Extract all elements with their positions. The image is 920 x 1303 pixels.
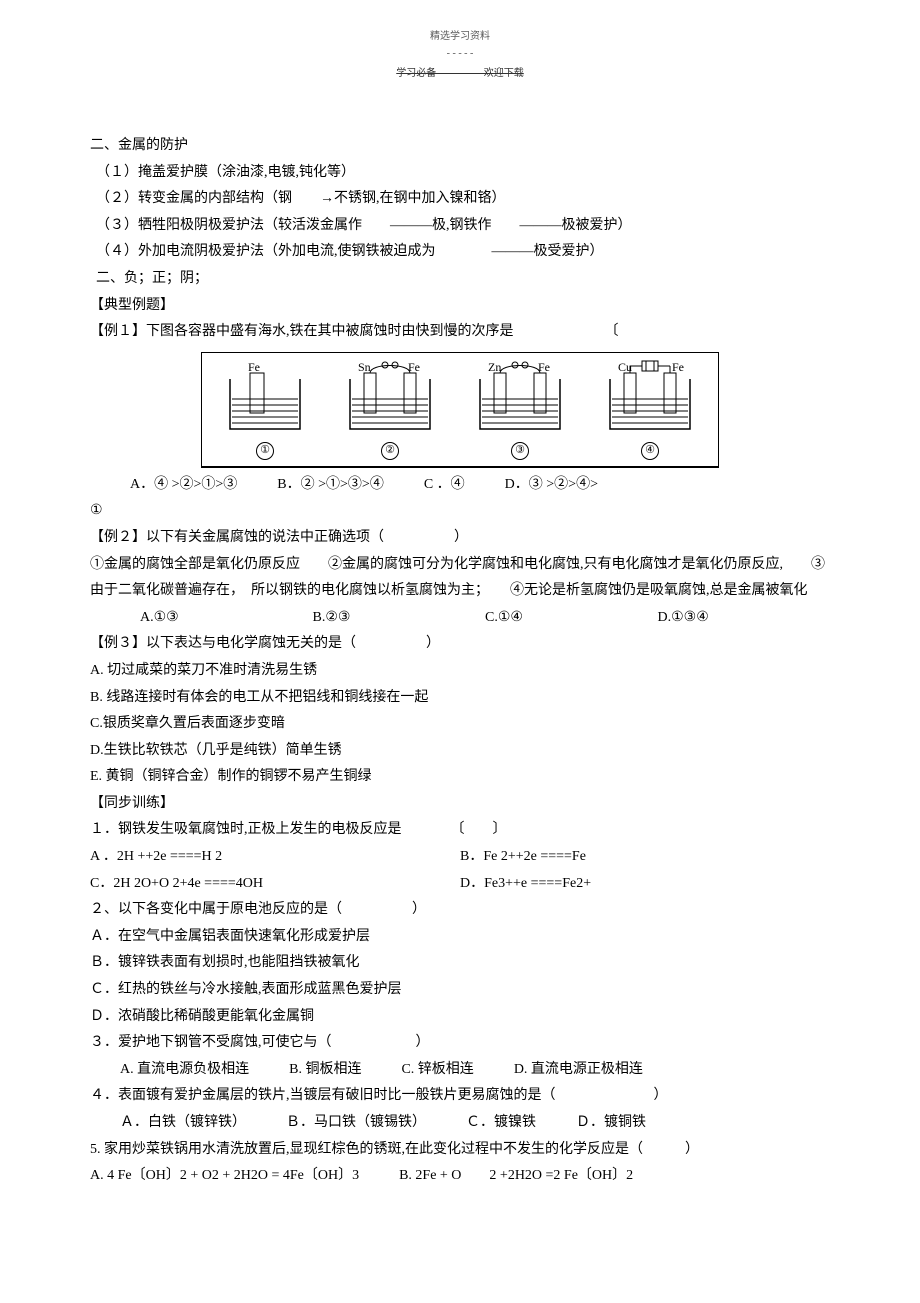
beaker-3: Zn Fe ③: [470, 359, 570, 460]
header-line2: - - - - -: [90, 47, 830, 60]
ex1-opt-a: A．④ >②>①>③: [130, 472, 237, 499]
q1-options: A ．2H ++2e ====H 2 B．Fe 2++2e ====Fe C．2…: [90, 844, 830, 897]
q4-stem: ４．表面镀有爱护金属层的铁片,当镀层有破旧时比一般铁片更易腐蚀的是（ ）: [90, 1083, 830, 1110]
ex1-opt-b: B．② >①>③>④: [277, 472, 384, 499]
ex1-tail: ①: [90, 498, 830, 525]
q4-opt-b: Ｂ．马口铁（镀锡铁）: [286, 1110, 426, 1137]
ex2-body: ①金属的腐蚀全部是氧化仍原反应 ②金属的腐蚀可分为化学腐蚀和电化腐蚀,只有电化腐…: [90, 552, 830, 605]
beaker-1: Fe ①: [220, 359, 310, 460]
ex2-opt-c: C.①④: [485, 605, 658, 632]
q4-options: Ａ．白铁（镀锌铁） Ｂ．马口铁（镀锡铁） Ｃ．镀镍铁 Ｄ．镀铜铁: [90, 1110, 830, 1137]
ex1-options: A．④ >②>①>③ B．② >①>③>④ C ．④ D．③ >②>④>: [90, 472, 830, 499]
q1-opt-c: C．2H 2O+O 2+4e ====4OH: [90, 871, 460, 898]
q3-opt-d: D. 直流电源正极相连: [514, 1057, 643, 1084]
svg-text:Sn: Sn: [358, 360, 371, 374]
beaker-2: Sn Fe ②: [340, 359, 440, 460]
header-strike: 学习必备— — — —欢迎下载: [90, 64, 830, 83]
q3-opt-b: B. 铜板相连: [289, 1057, 361, 1084]
q5-opt-b: B. 2Fe + O 2 +2H2O =2 Fe〔OH〕2: [399, 1163, 633, 1190]
q3-opt-c: C. 锌板相连: [401, 1057, 473, 1084]
q2-opt-b: Ｂ．镀锌铁表面有划损时,也能阻挡铁被氧化: [90, 950, 830, 977]
ex1-opt-c: C ．④: [424, 472, 465, 499]
metal-answer: 二、负；正；阴；: [90, 266, 830, 293]
q5-stem: 5. 家用炒菜铁锅用水清洗放置后,显现红棕色的锈斑,在此变化过程中不发生的化学反…: [90, 1137, 830, 1164]
beaker-2-num: ②: [381, 442, 399, 460]
q2-stem: ２、以下各变化中属于原电池反应的是（ ）: [90, 897, 830, 924]
ex3-opt-c: C.银质奖章久置后表面逐步变暗: [90, 711, 830, 738]
q2-opt-d: Ｄ．浓硝酸比稀硝酸更能氧化金属铜: [90, 1004, 830, 1031]
q4-opt-a: Ａ．白铁（镀锌铁）: [120, 1110, 246, 1137]
ex2-opt-d: D.①③④: [658, 605, 831, 632]
metal-item-4: （４）外加电流阴极爱护法（外加电流,使钢铁被迫成为 ———极受爱护）: [90, 239, 830, 266]
q1-stem: １．钢铁发生吸氧腐蚀时,正极上发生的电极反应是 〔 〕: [90, 817, 830, 844]
beaker-3-num: ③: [511, 442, 529, 460]
q1-opt-b: B．Fe 2++2e ====Fe: [460, 844, 830, 871]
metal-item-3: （３）牺牲阳极阴极爱护法（较活泼金属作 ———极,钢铁作 ———极被爱护）: [90, 213, 830, 240]
ex1-figure: Fe ① Sn Fe: [90, 352, 830, 468]
q2-opt-c: Ｃ．红热的铁丝与冷水接触,表面形成蓝黑色爱护层: [90, 977, 830, 1004]
beaker-1-label-left: Fe: [248, 360, 260, 374]
ex2-stem: 【例２】以下有关金属腐蚀的说法中正确选项（ ）: [90, 525, 830, 552]
ex3-opt-b: B. 线路连接时有体会的电工从不把铝线和铜线接在一起: [90, 685, 830, 712]
sec-metal-title: 二、金属的防护: [90, 133, 830, 160]
q1-opt-d: D．Fe3++e ====Fe2+: [460, 871, 830, 898]
ex1-stem: 【例１】下图各容器中盛有海水,铁在其中被腐蚀时由快到慢的次序是 〔: [90, 319, 830, 346]
beaker-4-num: ④: [641, 442, 659, 460]
page: 精选学习资料 - - - - - 学习必备— — — —欢迎下载 二、金属的防护…: [0, 0, 920, 1230]
examples-title: 【典型例题】: [90, 293, 830, 320]
q5-opt-a: A. 4 Fe〔OH〕2 + O2 + 2H2O = 4Fe〔OH〕3: [90, 1163, 359, 1190]
q1-opt-a: A ．2H ++2e ====H 2: [90, 844, 460, 871]
ex3-stem: 【例３】以下表达与电化学腐蚀无关的是（ ）: [90, 631, 830, 658]
metal-item-2: （２）转变金属的内部结构（钢 →不锈钢,在钢中加入镍和铬）: [90, 186, 830, 213]
ex2-options: A.①③ B.②③ C.①④ D.①③④: [90, 605, 830, 632]
ex3-opt-e: E. 黄铜（铜锌合金）制作的铜锣不易产生铜绿: [90, 764, 830, 791]
q4-opt-c: Ｃ．镀镍铁: [466, 1110, 536, 1137]
ex3-opt-a: A. 切过咸菜的菜刀不准时清洗易生锈: [90, 658, 830, 685]
q4-opt-d: Ｄ．镀铜铁: [576, 1110, 646, 1137]
sync-title: 【同步训练】: [90, 791, 830, 818]
ex1-opt-d: D．③ >②>④>: [505, 472, 598, 499]
ex3-opt-d: D.生铁比软铁芯（几乎是纯铁）简单生锈: [90, 738, 830, 765]
q2-opt-a: Ａ．在空气中金属铝表面快速氧化形成爱护层: [90, 924, 830, 951]
svg-text:Zn: Zn: [488, 360, 501, 374]
svg-text:Fe: Fe: [672, 360, 684, 374]
q3-options: A. 直流电源负极相连 B. 铜板相连 C. 锌板相连 D. 直流电源正极相连: [90, 1057, 830, 1084]
ex2-opt-b: B.②③: [313, 605, 486, 632]
metal-item-1: （１）掩盖爱护膜（涂油漆,电镀,钝化等）: [90, 160, 830, 187]
header-line1: 精选学习资料: [90, 30, 830, 43]
ex2-opt-a: A.①③: [140, 605, 313, 632]
beaker-1-num: ①: [256, 442, 274, 460]
q3-opt-a: A. 直流电源负极相连: [120, 1057, 249, 1084]
q5-options: A. 4 Fe〔OH〕2 + O2 + 2H2O = 4Fe〔OH〕3 B. 2…: [90, 1163, 830, 1190]
beaker-4: Cu Fe ④: [600, 359, 700, 460]
q3-stem: ３．爱护地下钢管不受腐蚀,可使它与（ ）: [90, 1030, 830, 1057]
